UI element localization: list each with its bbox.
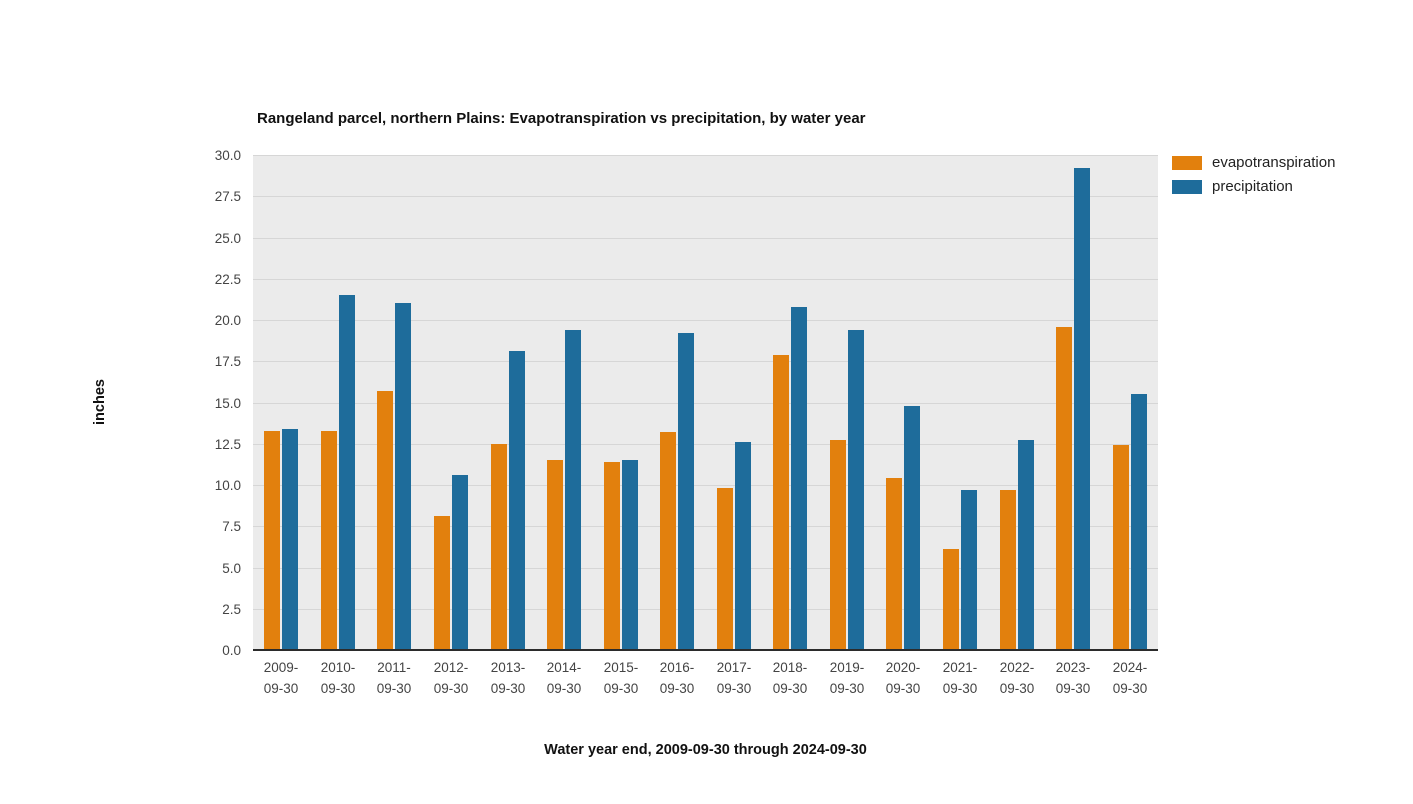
y-tick-label: 2.5 — [222, 602, 241, 617]
bar-evapotranspiration-2021-09-30 — [943, 549, 959, 650]
x-tick-label: 2010- 09-30 — [320, 660, 356, 696]
bar-precipitation-2014-09-30 — [565, 330, 581, 650]
bar-evapotranspiration-2010-09-30 — [321, 431, 337, 650]
y-tick-label: 20.0 — [214, 313, 241, 328]
bar-evapotranspiration-2015-09-30 — [604, 462, 620, 650]
y-tick-label: 17.5 — [214, 354, 241, 369]
bar-precipitation-2023-09-30 — [1074, 168, 1090, 650]
chart-title: Rangeland parcel, northern Plains: Evapo… — [257, 110, 866, 127]
x-tick-label: 2021- 09-30 — [942, 660, 978, 696]
legend: evapotranspiration precipitation — [1172, 154, 1335, 202]
bar-precipitation-2015-09-30 — [622, 460, 638, 650]
x-tick-label: 2020- 09-30 — [885, 660, 921, 696]
bar-precipitation-2016-09-30 — [678, 333, 694, 650]
bar-evapotranspiration-2019-09-30 — [830, 440, 846, 650]
legend-item-precipitation: precipitation — [1172, 178, 1335, 195]
x-tick-label: 2018- 09-30 — [772, 660, 808, 696]
bar-precipitation-2019-09-30 — [848, 330, 864, 650]
y-tick-label: 27.5 — [214, 189, 241, 204]
bar-precipitation-2009-09-30 — [282, 429, 298, 650]
gridline — [253, 279, 1158, 280]
bar-evapotranspiration-2018-09-30 — [773, 355, 789, 650]
bar-precipitation-2022-09-30 — [1018, 440, 1034, 650]
bar-precipitation-2012-09-30 — [452, 475, 468, 650]
y-tick-label: 30.0 — [214, 148, 241, 163]
x-axis-line — [253, 649, 1158, 651]
bar-precipitation-2017-09-30 — [735, 442, 751, 650]
gridline — [253, 361, 1158, 362]
x-tick-label: 2017- 09-30 — [716, 660, 752, 696]
x-tick-label: 2023- 09-30 — [1055, 660, 1091, 696]
bar-evapotranspiration-2012-09-30 — [434, 516, 450, 650]
gridline — [253, 485, 1158, 486]
gridline — [253, 609, 1158, 610]
x-tick-label: 2022- 09-30 — [999, 660, 1035, 696]
gridline — [253, 155, 1158, 156]
y-tick-label: 25.0 — [214, 231, 241, 246]
bar-precipitation-2013-09-30 — [509, 351, 525, 650]
y-tick-label: 0.0 — [222, 643, 241, 658]
bar-precipitation-2018-09-30 — [791, 307, 807, 650]
bar-precipitation-2021-09-30 — [961, 490, 977, 650]
y-tick-label: 22.5 — [214, 272, 241, 287]
gridline — [253, 526, 1158, 527]
legend-swatch-precipitation — [1172, 179, 1202, 194]
gridline — [253, 444, 1158, 445]
legend-item-evapotranspiration: evapotranspiration — [1172, 154, 1335, 171]
bar-evapotranspiration-2009-09-30 — [264, 431, 280, 650]
bar-evapotranspiration-2024-09-30 — [1113, 445, 1129, 650]
y-tick-label: 12.5 — [214, 437, 241, 452]
y-tick-label: 7.5 — [222, 519, 241, 534]
x-tick-label: 2013- 09-30 — [490, 660, 526, 696]
gridline — [253, 238, 1158, 239]
gridline — [253, 320, 1158, 321]
bar-evapotranspiration-2016-09-30 — [660, 432, 676, 650]
bar-precipitation-2011-09-30 — [395, 303, 411, 650]
legend-swatch-evapotranspiration — [1172, 155, 1202, 170]
x-axis-title: Water year end, 2009-09-30 through 2024-… — [544, 742, 867, 758]
x-tick-label: 2011- 09-30 — [376, 660, 412, 696]
gridline — [253, 403, 1158, 404]
gridline — [253, 196, 1158, 197]
y-axis-title: inches — [92, 379, 108, 425]
gridline — [253, 568, 1158, 569]
bar-evapotranspiration-2014-09-30 — [547, 460, 563, 650]
x-tick-label: 2016- 09-30 — [659, 660, 695, 696]
x-tick-label: 2012- 09-30 — [433, 660, 469, 696]
bar-precipitation-2024-09-30 — [1131, 394, 1147, 650]
bar-precipitation-2010-09-30 — [339, 295, 355, 650]
bar-evapotranspiration-2011-09-30 — [377, 391, 393, 650]
y-tick-label: 10.0 — [214, 478, 241, 493]
x-tick-label: 2014- 09-30 — [546, 660, 582, 696]
y-tick-label: 5.0 — [222, 561, 241, 576]
x-tick-label: 2019- 09-30 — [829, 660, 865, 696]
bar-evapotranspiration-2020-09-30 — [886, 478, 902, 650]
bar-precipitation-2020-09-30 — [904, 406, 920, 650]
x-tick-label: 2015- 09-30 — [603, 660, 639, 696]
x-tick-label: 2009- 09-30 — [263, 660, 299, 696]
legend-label-evapotranspiration: evapotranspiration — [1212, 154, 1336, 171]
bar-evapotranspiration-2013-09-30 — [491, 444, 507, 650]
x-tick-label: 2024- 09-30 — [1112, 660, 1148, 696]
bar-evapotranspiration-2017-09-30 — [717, 488, 733, 650]
legend-label-precipitation: precipitation — [1212, 178, 1293, 195]
y-tick-label: 15.0 — [214, 396, 241, 411]
bar-evapotranspiration-2023-09-30 — [1056, 327, 1072, 650]
plot-area — [253, 155, 1158, 650]
bar-evapotranspiration-2022-09-30 — [1000, 490, 1016, 650]
